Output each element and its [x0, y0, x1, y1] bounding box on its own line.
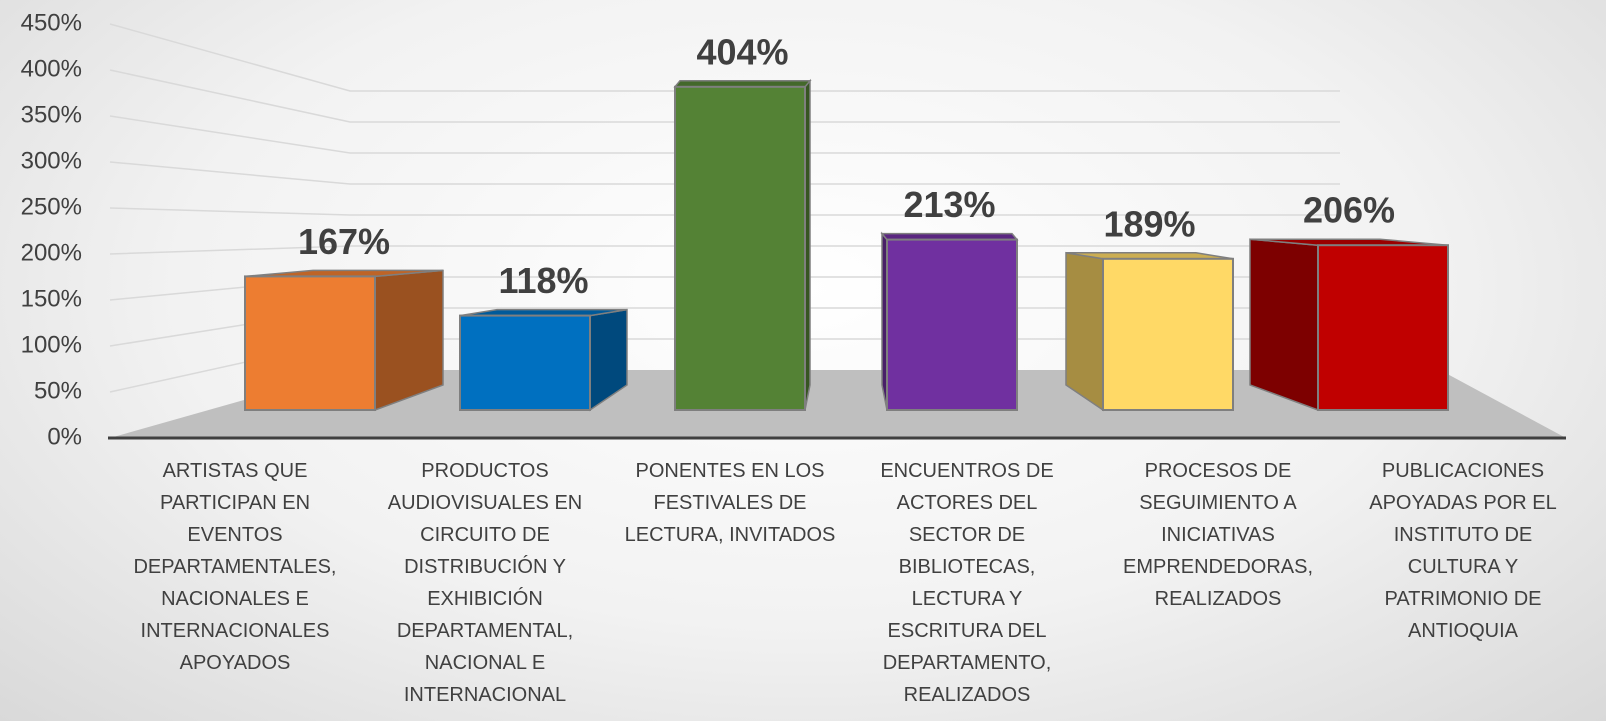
y-tick-label: 350%: [21, 101, 82, 128]
x-tick-label: ARTISTAS QUE PARTICIPAN EN EVENTOS DEPAR…: [133, 460, 337, 674]
bar: [459, 314, 591, 412]
bar: [674, 85, 806, 412]
y-tick-label: 0%: [47, 423, 82, 450]
x-tick-label: ENCUENTROS DE ACTORES DEL SECTOR DE BIBL…: [880, 460, 1054, 706]
y-tick-label: 400%: [21, 55, 82, 82]
x-tick-label: PUBLICACIONES APOYADAS POR EL INSTITUTO …: [1369, 460, 1557, 642]
value-label: 206%: [1303, 190, 1395, 231]
y-tick-label: 300%: [21, 147, 82, 174]
value-label: 189%: [1103, 203, 1195, 244]
x-tick-label: PONENTES EN LOS FESTIVALES DE LECTURA, I…: [624, 460, 836, 546]
grid-line: [109, 23, 1340, 92]
y-tick-label: 250%: [21, 193, 82, 220]
grid-line: [109, 69, 1340, 123]
value-label: 213%: [903, 184, 995, 225]
x-tick-label: PRODUCTOS AUDIOVISUALES EN CIRCUITO DE D…: [387, 460, 583, 706]
y-tick-label: 50%: [34, 377, 82, 404]
y-tick-label: 450%: [21, 9, 82, 36]
value-label: 404%: [696, 31, 788, 72]
grid-line: [109, 161, 1340, 185]
y-tick-label: 200%: [21, 239, 82, 266]
x-tick-label: PROCESOS DE SEGUIMIENTO A INICIATIVAS EM…: [1122, 460, 1314, 610]
grid-line: [109, 115, 1340, 154]
bar: [1317, 244, 1449, 411]
value-label: 167%: [298, 221, 390, 262]
bar: [244, 275, 376, 411]
bar-side: [1065, 251, 1104, 412]
bar: [886, 238, 1018, 411]
grid-line: [109, 207, 1340, 216]
bar-side: [1249, 238, 1319, 412]
y-tick-label: 100%: [21, 331, 82, 358]
y-tick-label: 150%: [21, 285, 82, 312]
value-label: 118%: [498, 260, 588, 301]
bar: [1102, 257, 1234, 411]
bar-side: [374, 269, 444, 412]
